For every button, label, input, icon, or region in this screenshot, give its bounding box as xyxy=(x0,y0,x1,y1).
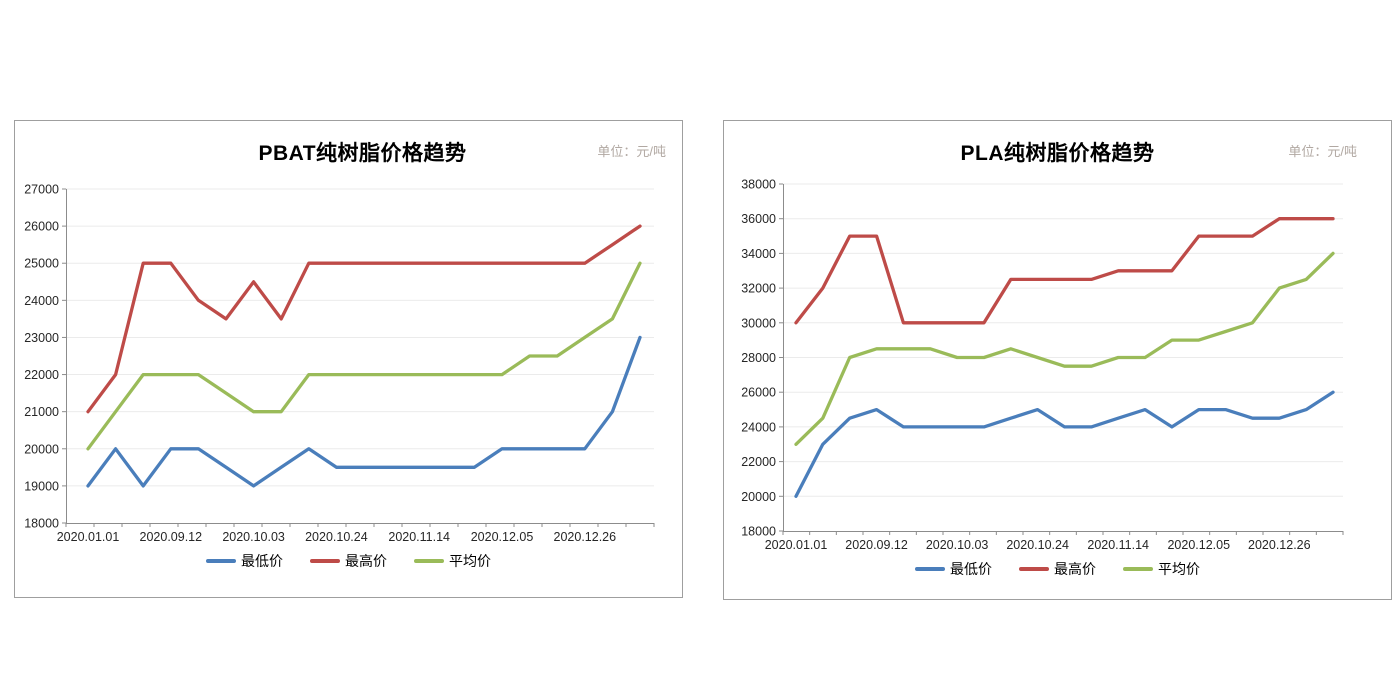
svg-text:2020.11.14: 2020.11.14 xyxy=(388,530,450,544)
svg-text:38000: 38000 xyxy=(741,178,776,192)
legend-item: 最低价 xyxy=(206,551,283,571)
legend-label: 平均价 xyxy=(449,553,491,569)
svg-text:22000: 22000 xyxy=(741,455,776,469)
svg-text:2020.01.01: 2020.01.01 xyxy=(765,538,828,552)
svg-text:2020.09.12: 2020.09.12 xyxy=(140,530,203,544)
svg-text:20000: 20000 xyxy=(741,490,776,504)
svg-text:19000: 19000 xyxy=(24,479,59,493)
svg-text:2020.01.01: 2020.01.01 xyxy=(57,530,120,544)
legend: 最低价 最高价 平均价 xyxy=(15,551,682,571)
svg-text:2020.11.14: 2020.11.14 xyxy=(1087,538,1149,552)
svg-text:22000: 22000 xyxy=(24,368,59,382)
unit-label: 单位：元/吨 xyxy=(597,144,666,159)
legend-item: 平均价 xyxy=(1123,559,1200,579)
unit-label: 单位：元/吨 xyxy=(1288,144,1357,159)
svg-text:2020.12.05: 2020.12.05 xyxy=(1167,538,1230,552)
legend-item: 平均价 xyxy=(414,551,491,571)
chart-panel-pbat: PBAT纯树脂价格趋势 单位：元/吨 27000 26000 25000 24000 2… xyxy=(14,120,683,598)
svg-text:21000: 21000 xyxy=(24,405,59,419)
series-line-swatch xyxy=(206,559,236,563)
svg-text:28000: 28000 xyxy=(741,351,776,365)
svg-text:36000: 36000 xyxy=(741,212,776,226)
svg-text:23000: 23000 xyxy=(24,331,59,345)
line-chart: 27000 26000 25000 24000 23000 22000 21000 20000… xyxy=(24,183,655,544)
series-line-swatch xyxy=(915,567,945,571)
legend-item: 最高价 xyxy=(1019,559,1096,579)
svg-text:2020.09.12: 2020.09.12 xyxy=(845,538,908,552)
legend-label: 最低价 xyxy=(950,561,992,577)
legend-label: 平均价 xyxy=(1158,561,1200,577)
svg-text:2020.10.24: 2020.10.24 xyxy=(305,530,368,544)
svg-text:2020.12.05: 2020.12.05 xyxy=(471,530,534,544)
legend: 最低价 最高价 平均价 xyxy=(724,559,1391,579)
legend-item: 最低价 xyxy=(915,559,992,579)
svg-text:2020.10.24: 2020.10.24 xyxy=(1006,538,1069,552)
chart-panel-pla: PLA纯树脂价格趋势 单位：元/吨 38000 36000 34000 32000 30… xyxy=(723,120,1392,600)
svg-text:24000: 24000 xyxy=(741,420,776,434)
svg-text:27000: 27000 xyxy=(24,183,59,197)
chart-title: PLA纯树脂价格趋势 xyxy=(960,142,1155,165)
legend-label: 最高价 xyxy=(1054,561,1096,577)
svg-text:26000: 26000 xyxy=(24,220,59,234)
svg-text:26000: 26000 xyxy=(741,386,776,400)
svg-text:2020.10.03: 2020.10.03 xyxy=(926,538,989,552)
chart-title: PBAT纯树脂价格趋势 xyxy=(258,142,467,165)
svg-text:20000: 20000 xyxy=(24,442,59,456)
line-chart: 38000 36000 34000 32000 30000 28000 26000 24000… xyxy=(741,178,1344,552)
legend-item: 最高价 xyxy=(310,551,387,571)
svg-text:2020.12.26: 2020.12.26 xyxy=(1248,538,1311,552)
series-line-swatch xyxy=(310,559,340,563)
svg-text:25000: 25000 xyxy=(24,257,59,271)
svg-text:24000: 24000 xyxy=(24,294,59,308)
legend-label: 最低价 xyxy=(241,553,283,569)
svg-text:18000: 18000 xyxy=(24,517,59,531)
svg-text:34000: 34000 xyxy=(741,247,776,261)
series-line-swatch xyxy=(1019,567,1049,571)
series-line-swatch xyxy=(414,559,444,563)
svg-text:30000: 30000 xyxy=(741,316,776,330)
svg-text:32000: 32000 xyxy=(741,282,776,296)
svg-text:18000: 18000 xyxy=(741,525,776,539)
svg-text:2020.10.03: 2020.10.03 xyxy=(222,530,285,544)
legend-label: 最高价 xyxy=(345,553,387,569)
series-line-swatch xyxy=(1123,567,1153,571)
svg-text:2020.12.26: 2020.12.26 xyxy=(554,530,617,544)
